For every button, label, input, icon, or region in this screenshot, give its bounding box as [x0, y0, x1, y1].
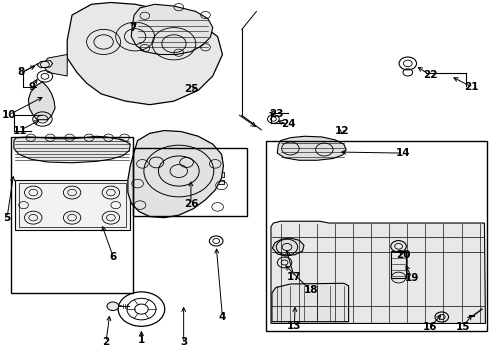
Polygon shape	[131, 4, 213, 54]
Polygon shape	[272, 238, 304, 256]
Bar	[266, 140, 487, 330]
Text: 3: 3	[180, 337, 187, 347]
Bar	[133, 148, 247, 216]
Polygon shape	[14, 136, 130, 163]
Text: 17: 17	[287, 272, 301, 282]
Text: 5: 5	[3, 213, 11, 222]
Bar	[392, 251, 406, 278]
Text: 26: 26	[184, 199, 198, 210]
Bar	[143, 155, 171, 170]
Text: 18: 18	[303, 285, 318, 296]
Polygon shape	[277, 136, 346, 160]
Text: 4: 4	[219, 312, 226, 322]
Bar	[175, 155, 198, 170]
Text: 14: 14	[395, 148, 410, 158]
Text: 1: 1	[138, 334, 145, 345]
Text: 24: 24	[281, 120, 295, 129]
Bar	[11, 137, 133, 293]
Polygon shape	[271, 221, 486, 323]
Text: 8: 8	[18, 67, 25, 77]
Bar	[188, 180, 224, 184]
Text: 6: 6	[110, 252, 117, 262]
Polygon shape	[128, 131, 223, 218]
Polygon shape	[43, 54, 67, 76]
Bar	[15, 180, 130, 230]
Text: 10: 10	[2, 110, 16, 120]
Text: 11: 11	[12, 126, 27, 135]
Text: 15: 15	[455, 322, 470, 332]
Polygon shape	[28, 81, 55, 120]
Text: 9: 9	[29, 82, 36, 92]
Polygon shape	[37, 60, 52, 68]
Text: 7: 7	[129, 23, 136, 33]
Text: 22: 22	[423, 70, 438, 80]
Circle shape	[107, 302, 119, 311]
Text: 16: 16	[423, 322, 438, 332]
Polygon shape	[67, 3, 222, 105]
Text: 13: 13	[287, 321, 301, 331]
Text: 20: 20	[396, 250, 410, 260]
Text: 21: 21	[464, 82, 479, 92]
Text: 2: 2	[102, 337, 110, 347]
Text: 19: 19	[404, 273, 419, 283]
Bar	[19, 183, 126, 227]
Bar	[143, 172, 224, 177]
Text: 25: 25	[184, 84, 198, 94]
Polygon shape	[272, 283, 348, 321]
Text: 23: 23	[270, 109, 284, 119]
Bar	[203, 157, 222, 167]
Text: 12: 12	[335, 126, 349, 135]
